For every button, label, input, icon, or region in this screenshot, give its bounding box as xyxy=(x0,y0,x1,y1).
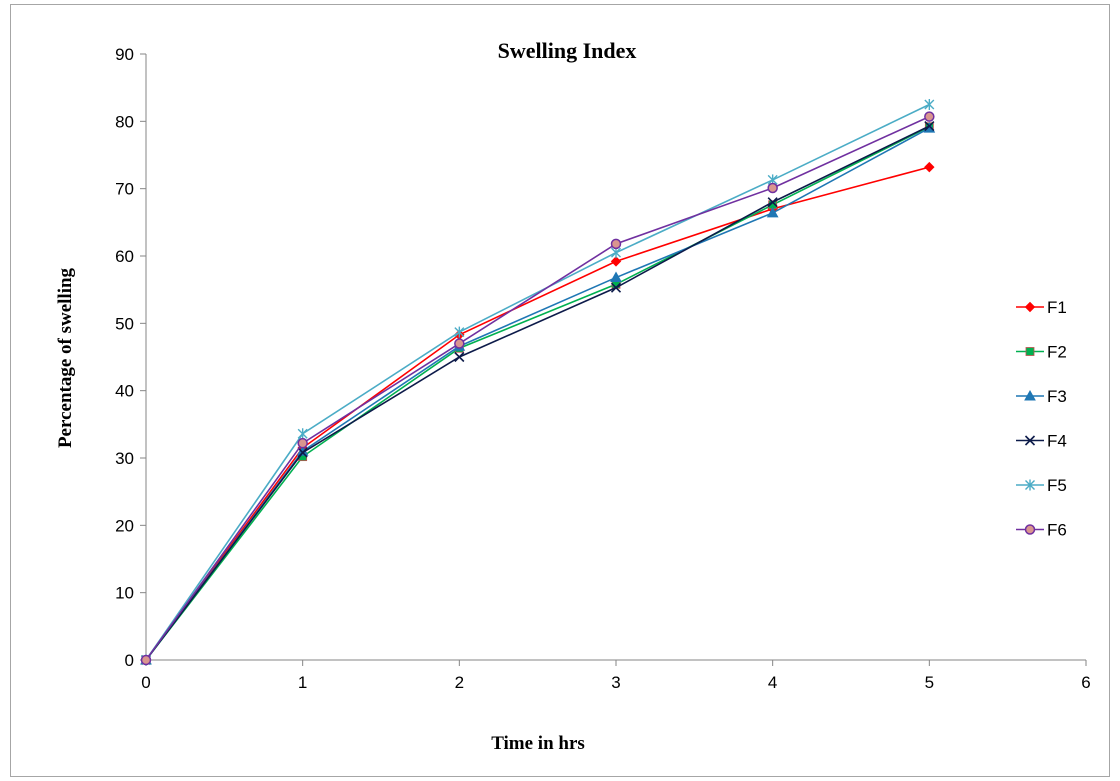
series-f4 xyxy=(140,120,935,666)
data-point xyxy=(454,326,465,338)
data-point xyxy=(610,238,622,250)
x-tick-label: 2 xyxy=(455,673,464,692)
legend-label: F5 xyxy=(1047,476,1067,495)
data-point xyxy=(924,120,935,132)
series-line xyxy=(145,166,930,661)
data-point xyxy=(766,206,779,218)
chart-frame xyxy=(10,4,1110,777)
x-tick-label: 0 xyxy=(141,673,150,692)
y-tick-label: 40 xyxy=(115,382,134,401)
x-axis-title: Time in hrs xyxy=(491,733,585,754)
x-tick-label: 5 xyxy=(925,673,934,692)
chart-title: Swelling Index xyxy=(498,38,637,63)
legend-marker xyxy=(1025,479,1035,491)
legend-marker xyxy=(1025,347,1035,356)
legend-item-f5: F5 xyxy=(1016,476,1067,495)
legend-item-f1: F1 xyxy=(1016,298,1067,317)
series-layer xyxy=(140,99,936,666)
series-line xyxy=(145,103,930,661)
data-point xyxy=(454,338,465,349)
legend-item-f6: F6 xyxy=(1016,521,1067,540)
data-point xyxy=(924,161,935,173)
y-tick-label: 20 xyxy=(115,516,134,535)
y-tick-label: 0 xyxy=(125,651,134,670)
x-tick-label: 3 xyxy=(611,673,620,692)
series-f2 xyxy=(141,122,934,665)
legend-marker xyxy=(1024,435,1036,446)
legend-item-f2: F2 xyxy=(1016,343,1067,362)
axes: 0 10 20 30 40 50 60 70 80 90 0 1 2 3 4 5 6 xyxy=(115,45,1091,692)
data-point xyxy=(610,256,622,267)
y-tick-label: 50 xyxy=(115,314,134,333)
data-point xyxy=(140,654,152,666)
legend-marker xyxy=(1024,524,1036,535)
y-tick-label: 80 xyxy=(115,112,134,131)
data-point xyxy=(297,437,308,449)
series-line xyxy=(145,115,930,661)
legend: F1 F2 F3 F4 F5 F6 xyxy=(1016,298,1067,540)
y-tick-label: 60 xyxy=(115,247,134,266)
x-tick-label: 1 xyxy=(298,673,307,692)
y-tick-label: 90 xyxy=(115,45,134,64)
data-point xyxy=(924,99,935,110)
legend-label: F6 xyxy=(1047,521,1067,540)
data-point xyxy=(610,282,622,293)
data-point xyxy=(454,351,465,363)
legend-marker xyxy=(1024,301,1036,313)
legend-item-f4: F4 xyxy=(1016,432,1067,451)
data-point xyxy=(767,182,778,194)
x-tick-label: 4 xyxy=(768,673,777,692)
data-point xyxy=(610,271,622,283)
series-line xyxy=(145,125,930,661)
legend-label: F3 xyxy=(1047,387,1067,406)
series-line xyxy=(145,127,930,661)
y-tick-label: 30 xyxy=(115,449,134,468)
data-point xyxy=(297,447,308,458)
legend-item-f3: F3 xyxy=(1016,387,1067,406)
series-f6 xyxy=(140,111,935,666)
series-f1 xyxy=(140,161,935,666)
series-f3 xyxy=(140,122,936,665)
x-tick-label: 6 xyxy=(1081,673,1090,692)
y-axis-title: Percentage of swelling xyxy=(55,267,76,448)
y-tick-label: 70 xyxy=(115,180,134,199)
legend-label: F1 xyxy=(1047,298,1067,317)
series-line xyxy=(145,126,930,661)
y-tick-label: 10 xyxy=(115,584,134,603)
data-point xyxy=(767,197,778,208)
data-point xyxy=(924,111,935,122)
legend-marker xyxy=(1024,389,1036,401)
data-point xyxy=(297,428,308,440)
legend-label: F4 xyxy=(1047,432,1067,451)
legend-label: F2 xyxy=(1047,343,1067,362)
